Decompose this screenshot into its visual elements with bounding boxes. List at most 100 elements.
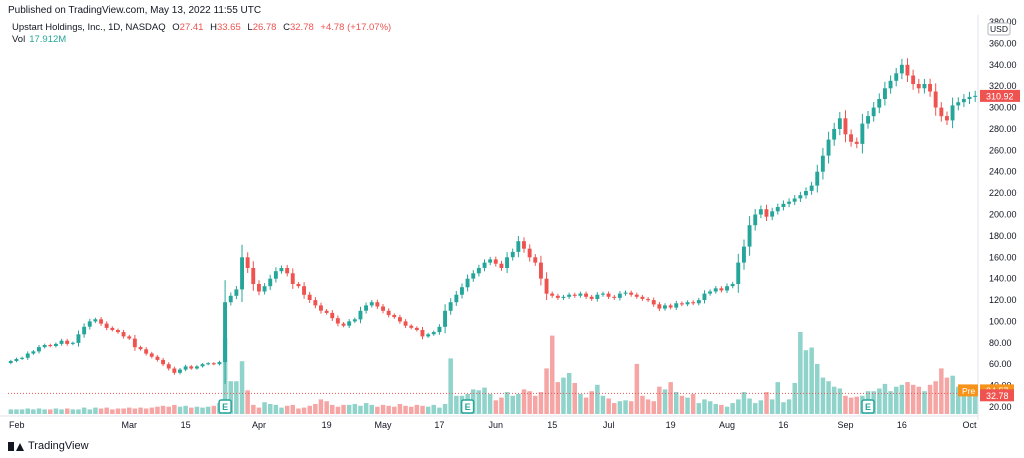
candle-body bbox=[149, 353, 154, 357]
volume-bar bbox=[628, 401, 634, 414]
volume-bar bbox=[939, 368, 944, 414]
candle bbox=[99, 317, 103, 326]
volume-bar bbox=[623, 400, 628, 414]
time-tick-label: Oct bbox=[962, 420, 977, 430]
price-tick-label: 340.00 bbox=[989, 60, 1017, 70]
candle-body bbox=[25, 353, 30, 358]
candle-body bbox=[905, 64, 910, 76]
volume-bar bbox=[110, 409, 115, 414]
volume-bar bbox=[403, 405, 408, 414]
published-notice: Published on TradingView.com, May 13, 20… bbox=[8, 5, 262, 16]
candle-body bbox=[189, 366, 194, 369]
volume-bar bbox=[910, 384, 916, 414]
candle-body bbox=[550, 293, 555, 296]
candle bbox=[437, 324, 442, 335]
volume-bar bbox=[651, 401, 656, 414]
candle bbox=[612, 294, 617, 300]
candle bbox=[386, 308, 391, 318]
candle bbox=[815, 164, 820, 193]
candle-body bbox=[809, 185, 814, 191]
candle bbox=[837, 112, 842, 136]
volume-bar bbox=[76, 409, 81, 414]
footer-brand[interactable]: TradingView bbox=[8, 440, 89, 452]
volume-bar bbox=[685, 397, 690, 414]
time-axis[interactable]: Feb Mar 15 Apr 19 May 17 Jun 15 Jul 19 Aug 16 Sep 16 Oc… bbox=[0, 415, 978, 430]
candle-body bbox=[781, 203, 786, 207]
volume-bar bbox=[341, 404, 346, 414]
close-price-value: 32.78 bbox=[986, 391, 1009, 401]
candle-body bbox=[933, 91, 938, 108]
candle-body bbox=[629, 292, 634, 295]
candle-body bbox=[725, 286, 729, 291]
volume-bar bbox=[837, 388, 843, 414]
candle-body bbox=[347, 321, 352, 326]
candle bbox=[251, 261, 256, 291]
candle-body bbox=[37, 347, 41, 352]
candle-body bbox=[973, 95, 978, 97]
volume-bar bbox=[149, 407, 155, 414]
time-tick-label: 15 bbox=[547, 420, 557, 430]
candle bbox=[161, 357, 165, 367]
candle-body bbox=[364, 305, 368, 311]
volume-bar bbox=[657, 386, 662, 414]
volume-bar bbox=[194, 406, 200, 414]
candle-body bbox=[403, 321, 408, 326]
candle-body bbox=[31, 351, 36, 354]
candle bbox=[482, 259, 487, 272]
volume-bar bbox=[758, 400, 764, 414]
volume-bar bbox=[358, 405, 363, 414]
candle bbox=[674, 300, 679, 310]
candle bbox=[476, 264, 481, 277]
volume-bar bbox=[8, 409, 14, 414]
candle-body bbox=[640, 296, 645, 299]
earnings-marker-box bbox=[460, 399, 475, 414]
volume-bar bbox=[409, 406, 414, 414]
candle-body bbox=[335, 318, 340, 324]
candle bbox=[307, 291, 312, 303]
candle bbox=[736, 253, 741, 293]
time-tick-label: 19 bbox=[666, 420, 676, 430]
candle bbox=[567, 292, 572, 299]
candle bbox=[398, 314, 402, 324]
volume-legend: Vol 17.912M bbox=[12, 34, 66, 45]
candle-body bbox=[302, 286, 306, 295]
candle bbox=[911, 69, 916, 90]
candle-body bbox=[798, 195, 803, 199]
volume-bar bbox=[843, 395, 848, 414]
candle-body bbox=[471, 273, 476, 279]
candle bbox=[460, 283, 464, 299]
volume-bar bbox=[25, 408, 30, 414]
candle bbox=[877, 93, 882, 114]
candle-body bbox=[634, 294, 639, 297]
candle bbox=[747, 216, 752, 256]
candle-body bbox=[911, 75, 916, 85]
volume-bars bbox=[8, 332, 978, 414]
candle-body bbox=[899, 64, 904, 74]
candle bbox=[443, 304, 447, 334]
candle bbox=[324, 309, 329, 315]
price-axis[interactable]: 20.0040.0060.0080.00100.00120.00140.0016… bbox=[958, 15, 1020, 420]
candle-body bbox=[228, 295, 233, 303]
volume-bar bbox=[595, 384, 600, 414]
symbol-name: Upstart Holdings, Inc., 1D, NASDAQ bbox=[12, 22, 166, 33]
price-tick-label: 360.00 bbox=[989, 38, 1017, 48]
last-price-label: 310.92 bbox=[986, 91, 1014, 101]
candle-body bbox=[928, 84, 932, 92]
price-tick-label: 220.00 bbox=[989, 188, 1017, 198]
candle bbox=[555, 293, 560, 300]
candle bbox=[465, 274, 470, 292]
volume-bar bbox=[369, 404, 374, 414]
time-tick-label: 15 bbox=[181, 420, 191, 430]
time-tick-label: Jul bbox=[603, 420, 615, 430]
candle bbox=[871, 102, 876, 122]
volume-bar bbox=[888, 391, 893, 414]
volume-bar bbox=[950, 375, 955, 414]
candle-body bbox=[392, 315, 397, 318]
candle-body bbox=[386, 310, 391, 316]
volume-bar bbox=[555, 382, 561, 414]
candle-body bbox=[341, 323, 346, 326]
volume-bar bbox=[42, 409, 47, 414]
volume-bar bbox=[764, 392, 769, 414]
volume-bar bbox=[916, 386, 921, 414]
